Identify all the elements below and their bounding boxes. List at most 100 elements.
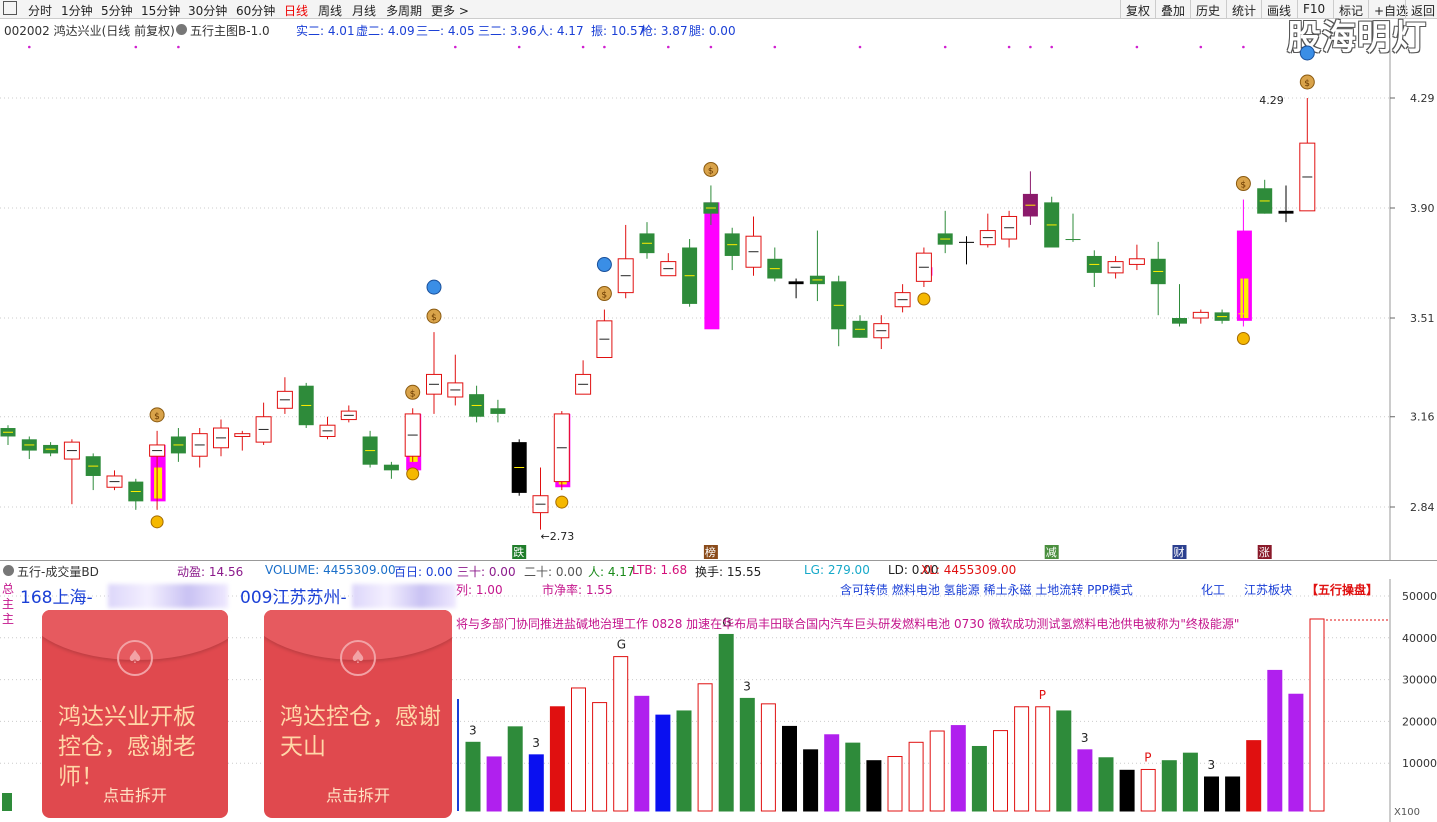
back-button[interactable]: 返回 (1405, 0, 1437, 19)
vol-mark: 3 (1208, 758, 1216, 772)
vol-mark: P (1144, 750, 1151, 764)
concept-tags[interactable]: 含可转债 燃料电池 氢能源 稀土永磁 土地流转 PPP模式 (840, 583, 1133, 597)
indicator-value: 人: 4.17 (537, 24, 584, 38)
signal-label-bg (703, 545, 718, 559)
pb-ratio-label: 市净率: 1.55 (542, 583, 613, 597)
indicator-value: XL: 4455309.00 (921, 563, 1017, 577)
vol-mark: 3 (1081, 731, 1089, 745)
group-label-jiangsu: 009江苏苏州- (240, 588, 347, 608)
stats-button[interactable]: 统计 (1226, 0, 1261, 19)
vol-bar (1014, 706, 1030, 812)
period-fenshi[interactable]: 分时 (28, 4, 53, 18)
period-multi[interactable]: 多周期 (386, 4, 423, 18)
period-5min[interactable]: 5分钟 (101, 4, 133, 18)
blurred-region (352, 584, 456, 608)
gold-coin-icon (917, 292, 931, 306)
signal-label: 榜 (705, 545, 716, 559)
top-dot (1135, 45, 1139, 49)
signal-label-bg (1044, 545, 1059, 559)
gold-coin-icon (555, 495, 569, 509)
vol-bar (950, 725, 966, 812)
vol-mark: 3 (743, 679, 751, 693)
money-bag-icon (405, 384, 421, 400)
vol-bar (1140, 768, 1156, 812)
money-bag-sign: $ (708, 166, 714, 176)
top-dot (1242, 45, 1245, 49)
vol-bar (1161, 760, 1177, 812)
vol-bar (782, 725, 797, 812)
vol-bar (571, 687, 586, 812)
top-dot (1029, 45, 1032, 49)
period-monthly[interactable]: 月线 (352, 4, 377, 18)
gold-coin-icon (1236, 331, 1250, 345)
period-15min[interactable]: 15分钟 (141, 4, 181, 18)
price-tick-label: 3.90 (1410, 202, 1435, 215)
draw-line-button[interactable]: 画线 (1261, 0, 1296, 19)
red-envelope-2[interactable]: ♠ 鸿达控仓，感谢天山 点击拆开 (264, 610, 452, 818)
price-chart[interactable]: 4.29 3.90 3.51 3.16 2.84 $ $ $ $ $ $ $ ←2.73 4.29 跌 榜 减 财… (0, 38, 1437, 560)
period-daily[interactable]: 日线 (284, 4, 309, 18)
top-dot (858, 45, 862, 49)
indicator-value: 三十: 0.00 (457, 565, 516, 579)
vol-mark: G (722, 615, 731, 629)
candle-body (959, 241, 974, 243)
vol-tick-label: 20000 (1402, 715, 1437, 728)
side-label: 总 (2, 582, 15, 596)
candle-body (383, 464, 399, 471)
signal-bar-yellow (154, 467, 163, 499)
money-bag-sign: $ (1240, 181, 1246, 191)
region-tag[interactable]: 江苏板块 (1244, 583, 1293, 597)
indicator-name[interactable]: 五行主图B-1.0 (190, 24, 270, 38)
square-icon[interactable] (3, 1, 17, 15)
vol-tick-label: 30000 (1402, 674, 1437, 687)
mark-button[interactable]: 标记 (1333, 0, 1368, 19)
side-label: 主 (2, 597, 15, 611)
vol-bar (1267, 669, 1283, 812)
signal-label: 财 (1174, 545, 1185, 559)
chevron-down-icon[interactable] (3, 565, 14, 576)
blue-ball-icon (596, 257, 612, 273)
period-1min[interactable]: 1分钟 (61, 4, 93, 18)
period-60min[interactable]: 60分钟 (236, 4, 276, 18)
price-tick-label: 2.84 (1410, 501, 1435, 514)
red-envelope-1[interactable]: ♠ 鸿达兴业开板控仓，感谢老师！ 点击拆开 (42, 610, 228, 818)
vol-bar (1182, 752, 1198, 812)
period-weekly[interactable]: 周线 (318, 4, 343, 18)
f10-button[interactable]: F10 (1297, 0, 1330, 19)
price-tick-label: 3.16 (1410, 411, 1435, 424)
history-button[interactable]: 历史 (1190, 0, 1225, 19)
chevron-down-icon[interactable] (176, 24, 187, 35)
indicator-value: 虚二: 4.09 (356, 24, 415, 38)
add-watchlist-button[interactable]: +自选 (1368, 0, 1413, 19)
vol-bar (845, 742, 861, 812)
news-ticker[interactable]: 将与多部门协同推进盐碱地治理工作 0828 加速在华布局丰田联合国内汽车巨头研发… (456, 617, 1240, 631)
period-30min[interactable]: 30分钟 (188, 4, 228, 18)
vol-bar (1119, 769, 1135, 812)
candle-body (1128, 258, 1145, 265)
volume-chart[interactable]: 50000 40000 30000 20000 10000 X100 3 3 G G 3 P 3 P 3 (0, 579, 1437, 822)
fuquan-button[interactable]: 复权 (1120, 0, 1155, 19)
open-envelope-button[interactable]: 点击拆开 (102, 786, 167, 805)
indicator-value: 百日: 0.00 (394, 565, 453, 579)
period-more[interactable]: 更多 > (431, 4, 469, 18)
signal-label: 减 (1046, 546, 1057, 559)
top-dot (177, 45, 180, 49)
wuxing-tag[interactable]: 【五行操盘】 (1306, 583, 1379, 597)
volume-svg[interactable]: 50000 40000 30000 20000 10000 X100 3 3 G G 3 P 3 P 3 (0, 579, 1437, 822)
overlay-button[interactable]: 叠加 (1155, 0, 1190, 19)
envelope-message: 鸿达控仓，感谢天山 (280, 704, 441, 760)
vol-bar (1035, 706, 1051, 812)
money-bag-icon (149, 407, 165, 423)
vol-bar (507, 726, 523, 812)
price-tick-label: 3.51 (1410, 312, 1435, 325)
open-envelope-button[interactable]: 点击拆开 (325, 786, 390, 805)
industry-tag[interactable]: 化工 (1201, 583, 1226, 597)
price-tick-label: 4.29 (1410, 92, 1435, 105)
top-dot (517, 45, 521, 49)
panel-divider[interactable] (0, 560, 1437, 561)
indicator-value: LG: 279.00 (804, 563, 870, 577)
vol-bar (993, 730, 1008, 812)
sub-indicator-name[interactable]: 五行-成交量BD (17, 565, 99, 579)
candlestick-svg[interactable]: 4.29 3.90 3.51 3.16 2.84 $ $ $ $ $ $ $ ←2.73 4.29 跌 榜 减 财… (0, 38, 1437, 560)
candle-body (788, 281, 804, 285)
